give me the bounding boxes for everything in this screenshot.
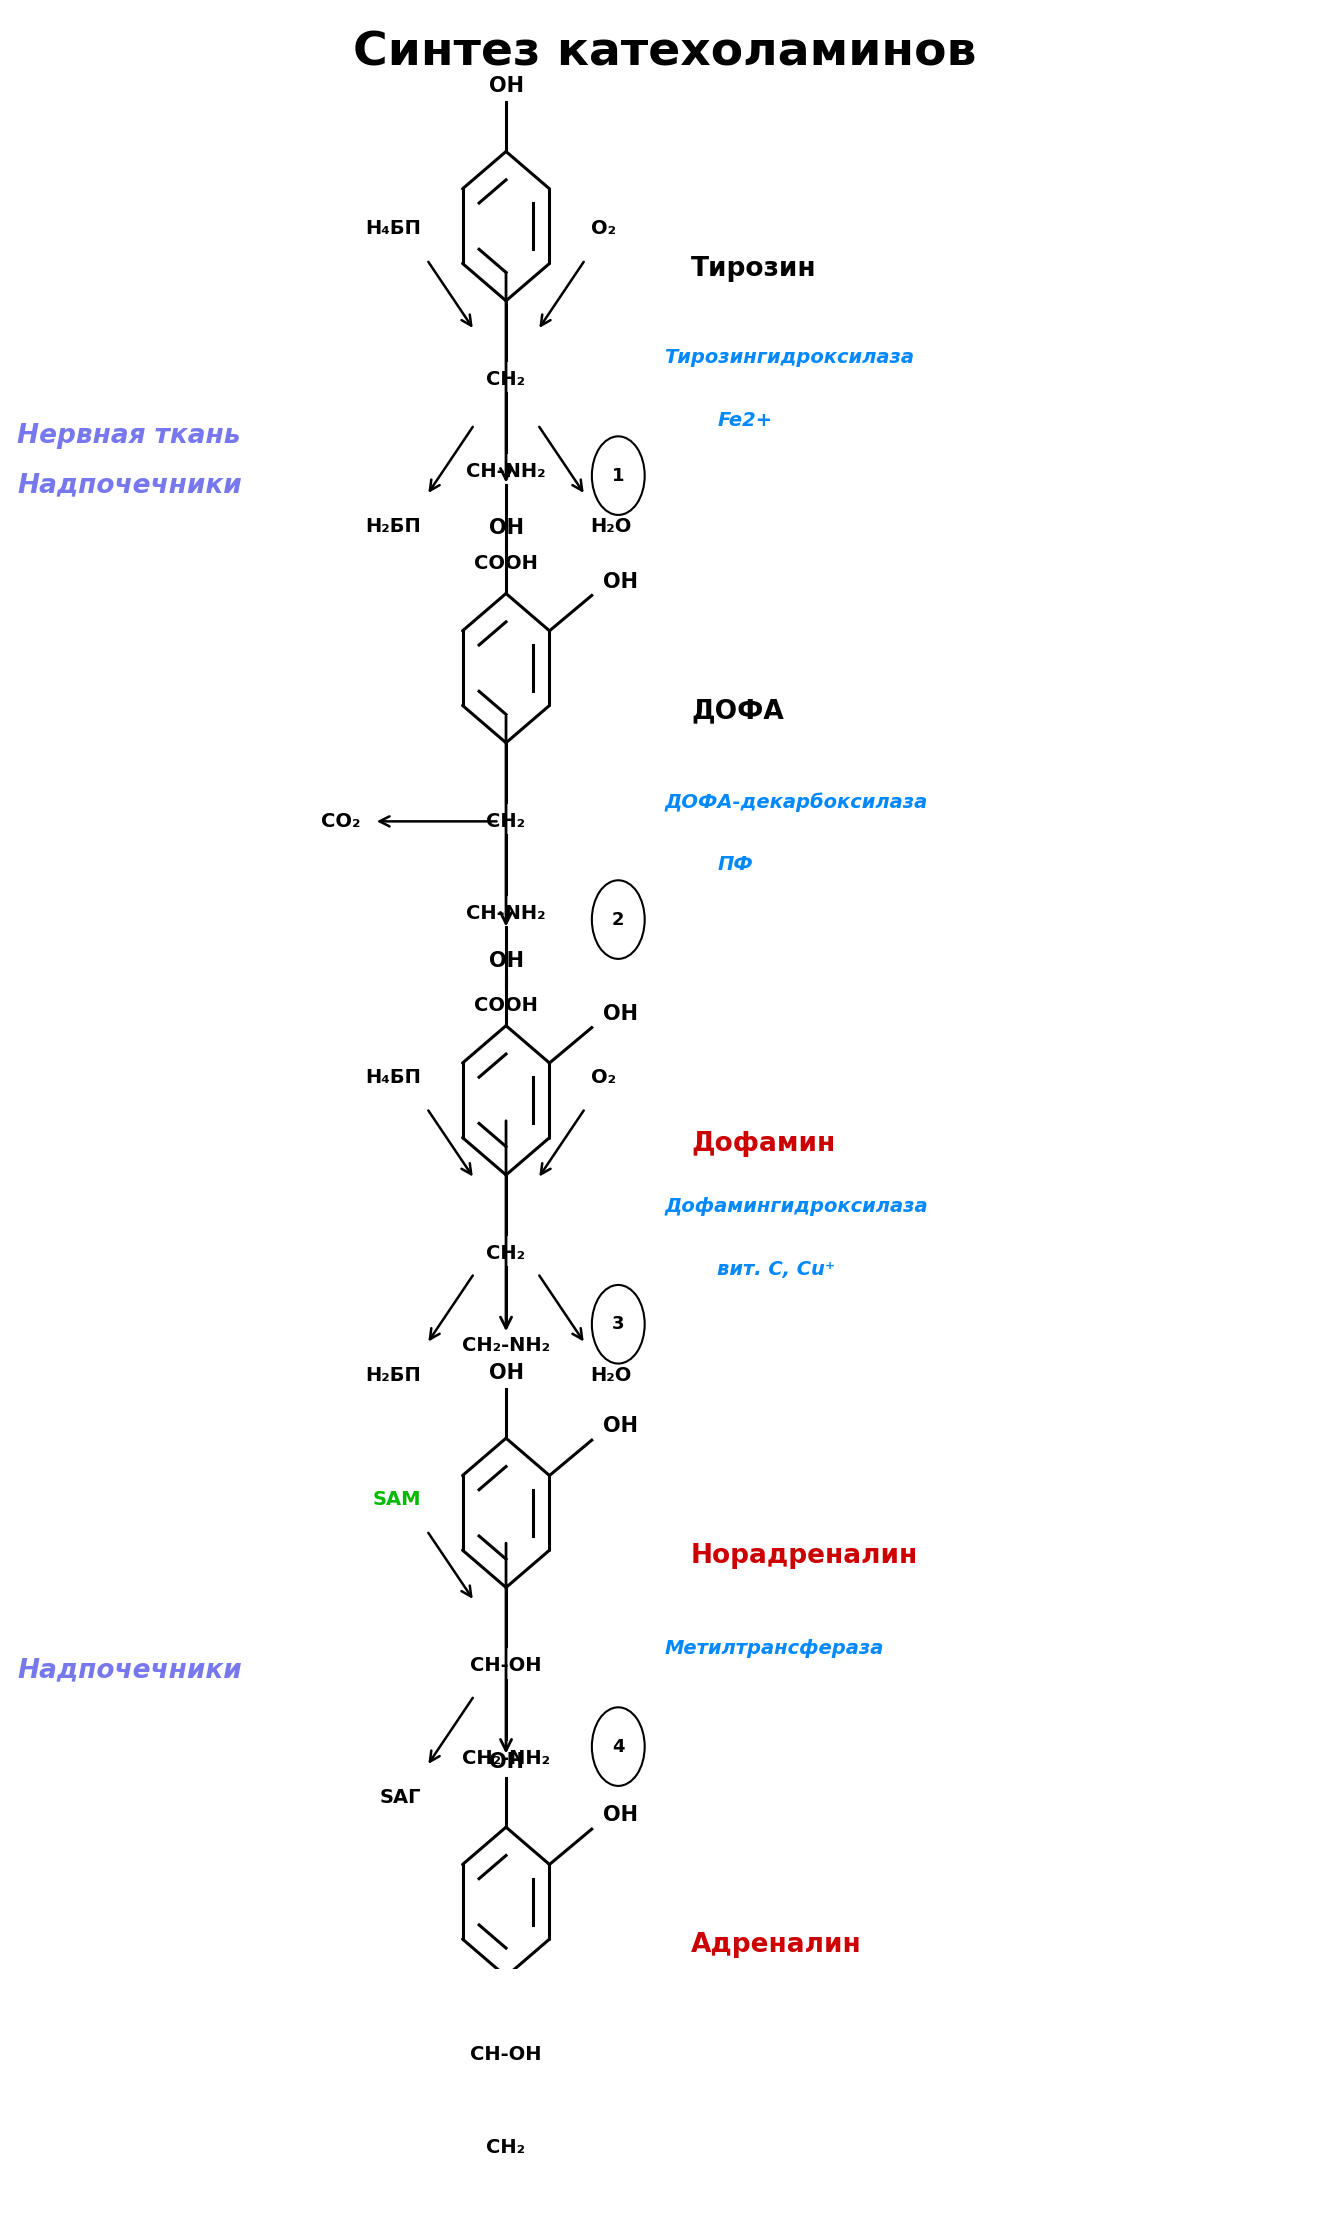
Text: Надпочечники: Надпочечники bbox=[17, 473, 242, 499]
Text: Fe2+: Fe2+ bbox=[718, 411, 772, 430]
Text: Тирозин: Тирозин bbox=[691, 257, 816, 282]
Text: O₂: O₂ bbox=[590, 220, 615, 237]
Text: CH-OH: CH-OH bbox=[470, 2046, 542, 2064]
Text: Дофамингидроксилаза: Дофамингидроксилаза bbox=[664, 1196, 928, 1216]
Text: 3: 3 bbox=[613, 1316, 625, 1334]
Text: OH: OH bbox=[489, 1362, 524, 1382]
Text: CH₂-NH₂: CH₂-NH₂ bbox=[462, 1749, 550, 1769]
Text: 2: 2 bbox=[613, 910, 625, 928]
Text: OH: OH bbox=[489, 950, 524, 970]
Text: COOH: COOH bbox=[474, 555, 538, 573]
Text: OH: OH bbox=[603, 1003, 638, 1023]
Text: Нервная ткань: Нервная ткань bbox=[17, 424, 241, 448]
Text: Метилтрансфераза: Метилтрансфераза bbox=[664, 1640, 884, 1658]
Text: Дофамин: Дофамин bbox=[691, 1129, 835, 1156]
Text: CH-NH₂: CH-NH₂ bbox=[466, 462, 546, 482]
Text: OH: OH bbox=[603, 573, 638, 592]
Text: OH: OH bbox=[489, 75, 524, 95]
Text: OH: OH bbox=[489, 519, 524, 539]
Text: Н₄БП: Н₄БП bbox=[365, 1067, 421, 1087]
Text: Адреналин: Адреналин bbox=[691, 1933, 861, 1957]
Text: SAM: SAM bbox=[373, 1489, 421, 1509]
Text: COOH: COOH bbox=[474, 996, 538, 1016]
Text: Надпочечники: Надпочечники bbox=[17, 1658, 242, 1682]
Text: ДОФА-декарбоксилаза: ДОФА-декарбоксилаза bbox=[664, 792, 928, 812]
Text: Норадреналин: Норадреналин bbox=[691, 1542, 918, 1569]
Text: OH: OH bbox=[489, 1753, 524, 1773]
Text: Тирозингидроксилаза: Тирозингидроксилаза bbox=[664, 348, 914, 368]
Text: CH₂: CH₂ bbox=[486, 2137, 525, 2157]
Text: H₂O: H₂O bbox=[590, 517, 631, 535]
Text: Н₄БП: Н₄БП bbox=[365, 220, 421, 237]
Text: 1: 1 bbox=[613, 466, 625, 484]
Text: SAГ: SAГ bbox=[380, 1789, 421, 1806]
Text: CH₂: CH₂ bbox=[486, 812, 525, 830]
Text: CH₂: CH₂ bbox=[486, 1243, 525, 1263]
Text: OH: OH bbox=[603, 1416, 638, 1436]
Text: H₂O: H₂O bbox=[590, 1365, 631, 1385]
Text: ДОФА: ДОФА bbox=[691, 699, 784, 723]
Text: CH-OH: CH-OH bbox=[470, 1655, 542, 1675]
Text: Н₂БП: Н₂БП bbox=[365, 1365, 421, 1385]
Text: CH-NH₂: CH-NH₂ bbox=[466, 903, 546, 923]
Text: вит. C, Cu⁺: вит. C, Cu⁺ bbox=[718, 1260, 836, 1278]
Text: 4: 4 bbox=[613, 1737, 625, 1755]
Text: CH₂: CH₂ bbox=[486, 371, 525, 388]
Text: OH: OH bbox=[603, 1806, 638, 1826]
Text: CH₂-NH₂: CH₂-NH₂ bbox=[462, 1336, 550, 1356]
Text: Н₂БП: Н₂БП bbox=[365, 517, 421, 535]
Text: ПФ: ПФ bbox=[718, 854, 754, 874]
Text: CO₂: CO₂ bbox=[322, 812, 360, 830]
Text: O₂: O₂ bbox=[590, 1067, 615, 1087]
Text: Синтез катехоламинов: Синтез катехоламинов bbox=[352, 31, 977, 75]
